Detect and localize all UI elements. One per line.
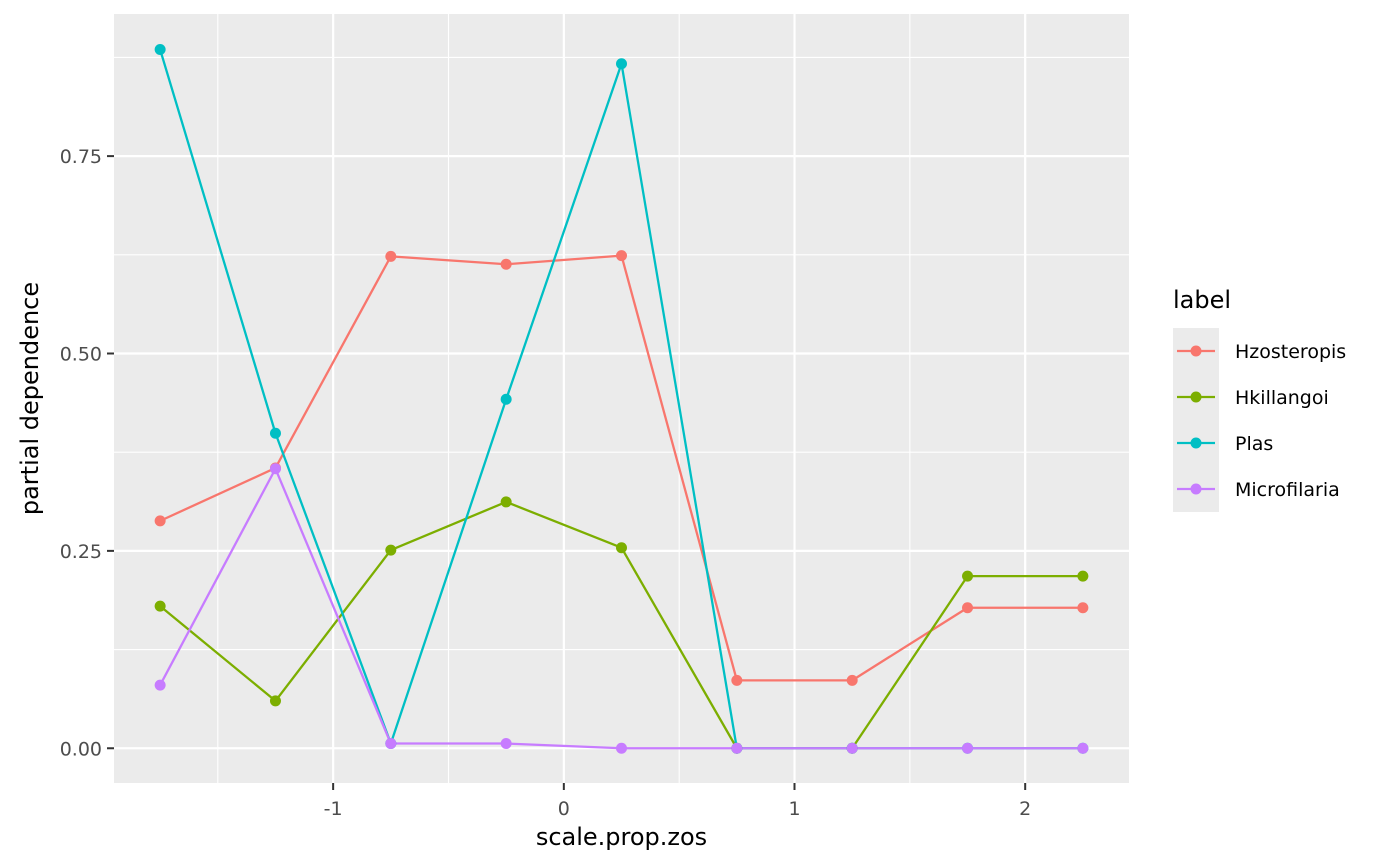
data-point-hzosteropis: [846, 674, 858, 686]
legend-label-microfilaria: Microfilaria: [1235, 479, 1340, 501]
legend-key-point-plas: [1190, 437, 1202, 449]
legend-key-point-hzosteropis: [1190, 345, 1202, 357]
data-point-hzosteropis: [1077, 602, 1089, 614]
x-tick-label: 1: [788, 798, 800, 820]
data-point-hzosteropis: [731, 674, 743, 686]
legend-key-point-microfilaria: [1190, 483, 1202, 495]
data-point-hzosteropis: [962, 602, 974, 614]
y-tick-label: 0.75: [60, 146, 102, 168]
data-point-hkillangoi: [616, 542, 627, 554]
data-point-hkillangoi: [1077, 570, 1089, 582]
x-tick-label: -1: [324, 798, 343, 820]
data-point-plas: [269, 427, 281, 439]
data-point-hkillangoi: [269, 695, 281, 707]
x-tick-label: 0: [558, 798, 570, 820]
legend-key-background: [1173, 328, 1219, 512]
y-axis-title: partial dependence: [16, 282, 44, 515]
plot-panel: [114, 14, 1129, 783]
legend-key-point-hkillangoi: [1190, 391, 1202, 403]
data-point-hzosteropis: [616, 250, 627, 262]
data-point-hkillangoi: [385, 544, 397, 556]
data-point-hkillangoi: [154, 600, 166, 612]
legend-label-hzosteropis: Hzosteropis: [1235, 341, 1346, 363]
data-point-hzosteropis: [154, 515, 166, 527]
data-point-microfilaria: [1077, 742, 1089, 754]
legend-title: label: [1173, 286, 1231, 314]
legend-label-hkillangoi: Hkillangoi: [1235, 387, 1329, 409]
tick-labels: -1 0 1 2 0.00 0.25 0.50 0.75: [60, 146, 1032, 820]
legend-label-plas: Plas: [1235, 433, 1273, 455]
y-tick-label: 0.50: [60, 343, 102, 365]
legend-items: Hzosteropis Hkillangoi Plas Microfilaria: [1177, 341, 1346, 501]
data-point-microfilaria: [962, 742, 974, 754]
data-point-plas: [616, 58, 627, 70]
data-point-microfilaria: [500, 738, 512, 750]
data-point-hzosteropis: [500, 258, 512, 270]
data-point-hzosteropis: [385, 250, 397, 262]
axis-ticks: [107, 155, 1027, 790]
data-point-microfilaria: [616, 742, 627, 754]
data-point-microfilaria: [846, 742, 858, 754]
x-tick-label: 2: [1019, 798, 1031, 820]
data-point-microfilaria: [385, 738, 397, 750]
data-point-hkillangoi: [500, 496, 512, 508]
y-tick-label: 0.25: [60, 541, 102, 563]
y-tick-label: 0.00: [60, 738, 102, 760]
data-point-microfilaria: [269, 463, 281, 475]
legend: label Hzosteropis Hkillangoi Plas Microfila…: [1173, 286, 1346, 512]
x-axis-title: scale.prop.zos: [536, 823, 707, 851]
data-point-microfilaria: [731, 742, 743, 754]
data-point-microfilaria: [154, 679, 166, 691]
data-point-hkillangoi: [962, 570, 974, 582]
data-point-plas: [500, 393, 512, 405]
series-layer: [154, 44, 1089, 754]
data-point-plas: [154, 44, 166, 56]
